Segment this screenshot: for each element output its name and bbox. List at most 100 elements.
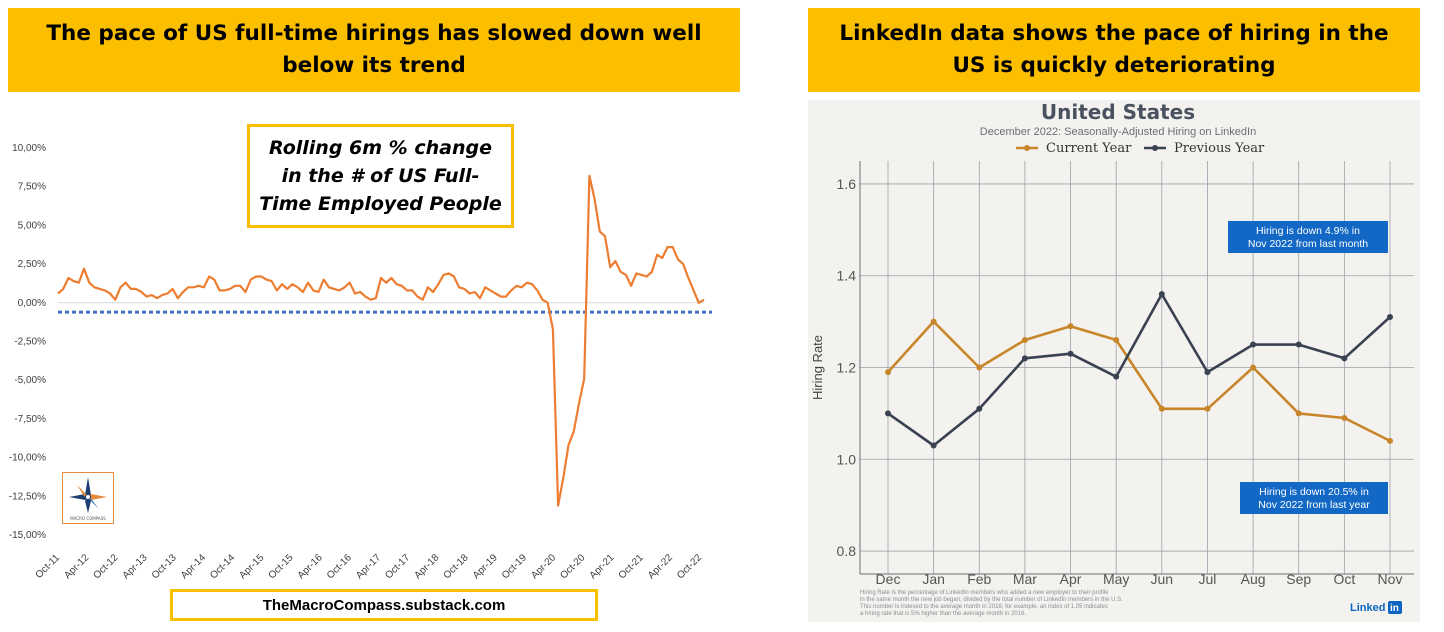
left-y-tick-label: 0,00%	[18, 298, 46, 309]
series-point	[885, 410, 891, 417]
right-x-tick-label: Feb	[967, 571, 991, 587]
compass-icon: MACRO COMPASS	[69, 477, 107, 521]
series-point	[1113, 336, 1120, 343]
right-x-tick-label: Apr	[1060, 571, 1082, 587]
legend-label: Previous Year	[1174, 141, 1265, 156]
footnote-line: This number is indexed to the average mo…	[860, 604, 1108, 610]
series-point	[1021, 355, 1028, 362]
right-y-tick-label: 1.2	[837, 360, 857, 376]
left-y-tick-label: -12,50%	[9, 491, 46, 502]
right-y-tick-label: 1.0	[837, 451, 857, 467]
left-x-tick-label: Apr-17	[354, 552, 383, 581]
svg-text:MACRO COMPASS: MACRO COMPASS	[70, 516, 106, 521]
right-x-tick-label: Jun	[1151, 571, 1174, 587]
series-point	[976, 405, 983, 412]
linkedin-logo: Linked in	[1350, 601, 1402, 614]
left-x-tick-label: Apr-13	[121, 552, 150, 581]
right-footnote: Hiring Rate is the percentage of LinkedI…	[860, 590, 1123, 617]
series-line	[887, 292, 1391, 447]
legend-label: Current Year	[1046, 141, 1132, 156]
left-x-tick-label: Apr-19	[471, 552, 500, 581]
right-x-tick-label: Nov	[1378, 571, 1403, 587]
chart-annotation-box: Rolling 6m % change in the # of US Full-…	[247, 124, 514, 228]
left-x-tick-label: Apr-16	[296, 552, 325, 581]
right-x-tick-label: Jan	[922, 571, 945, 587]
left-y-tick-label: -7,50%	[14, 414, 46, 425]
left-x-tick-label: Oct-13	[150, 552, 179, 581]
left-x-axis: Oct-11 Apr-12 Oct-12 Apr-13 Oct-13 Apr-14 Oct-…	[34, 552, 705, 581]
series-point	[976, 364, 983, 371]
left-y-tick-label: 10,00%	[12, 143, 46, 154]
left-y-tick-label: -2,50%	[14, 337, 46, 348]
series-point	[1295, 341, 1302, 348]
right-y-tick-label: 1.6	[837, 176, 857, 192]
left-x-tick-label: Oct-21	[617, 552, 646, 581]
series-point	[1067, 350, 1074, 357]
legend-marker	[1152, 145, 1158, 151]
callout-text: Hiring is down 20.5% in	[1259, 486, 1369, 498]
svg-text:in: in	[1390, 603, 1399, 614]
series-point	[1387, 314, 1393, 321]
left-y-tick-label: 7,50%	[18, 182, 46, 193]
left-x-tick-label: Apr-18	[412, 552, 441, 581]
left-x-tick-label: Apr-15	[237, 552, 266, 581]
right-x-tick-label: Dec	[876, 571, 901, 587]
series-point	[1387, 437, 1393, 444]
right-chart: United States December 2022: Seasonally-…	[808, 100, 1420, 622]
left-x-tick-label: Oct-15	[267, 552, 296, 581]
svg-text:Linked: Linked	[1350, 602, 1385, 614]
right-chart-title: United States	[1041, 100, 1195, 124]
right-x-tick-label: Aug	[1241, 571, 1266, 587]
left-x-tick-label: Oct-14	[208, 552, 237, 581]
source-label: TheMacroCompass.substack.com	[170, 589, 598, 621]
series-point	[1158, 291, 1165, 298]
left-y-tick-label: 2,50%	[18, 259, 46, 270]
right-series	[885, 291, 1393, 449]
right-x-axis: Dec Jan Feb Mar Apr May Jun Jul Aug Sep Oct Nov	[876, 571, 1403, 587]
footnote-line: in the same month the new job began, div…	[860, 597, 1123, 603]
right-x-tick-label: Mar	[1013, 571, 1037, 587]
footnote-line: Hiring Rate is the percentage of LinkedI…	[860, 590, 1109, 596]
right-y-tick-label: 0.8	[837, 543, 857, 559]
left-y-tick-label: -10,00%	[9, 453, 46, 464]
callout-box	[1228, 221, 1388, 253]
series-point	[1341, 355, 1348, 362]
series-point	[1067, 323, 1074, 330]
macro-compass-logo: MACRO COMPASS	[62, 472, 114, 524]
left-x-tick-label: Oct-20	[558, 552, 587, 581]
right-legend: Current Year Previous Year	[1016, 141, 1265, 156]
right-x-tick-label: Sep	[1286, 571, 1311, 587]
callout-text: Nov 2022 from last month	[1248, 238, 1368, 250]
right-y-axis-label: Hiring Rate	[810, 335, 825, 400]
left-x-tick-label: Apr-21	[588, 552, 617, 581]
right-chart-background	[808, 100, 1420, 622]
series-point	[1204, 369, 1211, 376]
callout-text: Hiring is down 4.9% in	[1256, 225, 1360, 237]
right-x-tick-label: May	[1103, 571, 1129, 587]
left-x-tick-label: Oct-12	[91, 552, 120, 581]
left-x-tick-label: Oct-19	[500, 552, 529, 581]
right-banner-title: LinkedIn data shows the pace of hiring i…	[808, 8, 1420, 92]
left-series-line	[57, 174, 705, 507]
callout-text: Nov 2022 from last year	[1258, 499, 1370, 511]
legend-marker	[1024, 145, 1030, 151]
series-point	[930, 318, 937, 325]
right-chart-subtitle: December 2022: Seasonally-Adjusted Hirin…	[980, 126, 1256, 138]
series-point	[1158, 405, 1165, 412]
right-x-tick-label: Oct	[1333, 571, 1355, 587]
series-point	[1295, 410, 1302, 417]
series-point	[1021, 336, 1028, 343]
left-x-tick-label: Oct-17	[383, 552, 412, 581]
left-y-axis: 10,00% 7,50% 5,00% 2,50% 0,00% -2,50% -5,00% -7…	[9, 143, 46, 541]
left-chart: 10,00% 7,50% 5,00% 2,50% 0,00% -2,50% -5,00% -7…	[9, 143, 712, 581]
left-x-tick-label: Oct-18	[442, 552, 471, 581]
right-x-tick-label: Jul	[1199, 571, 1217, 587]
series-point	[1250, 364, 1257, 371]
left-x-tick-label: Oct-11	[34, 552, 63, 581]
series-point	[885, 369, 891, 376]
series-point	[1113, 373, 1120, 380]
left-x-tick-label: Apr-22	[646, 552, 675, 581]
right-y-axis: 1.6 1.4 1.2 1.0 0.8	[837, 176, 857, 559]
callout-box	[1240, 482, 1388, 514]
